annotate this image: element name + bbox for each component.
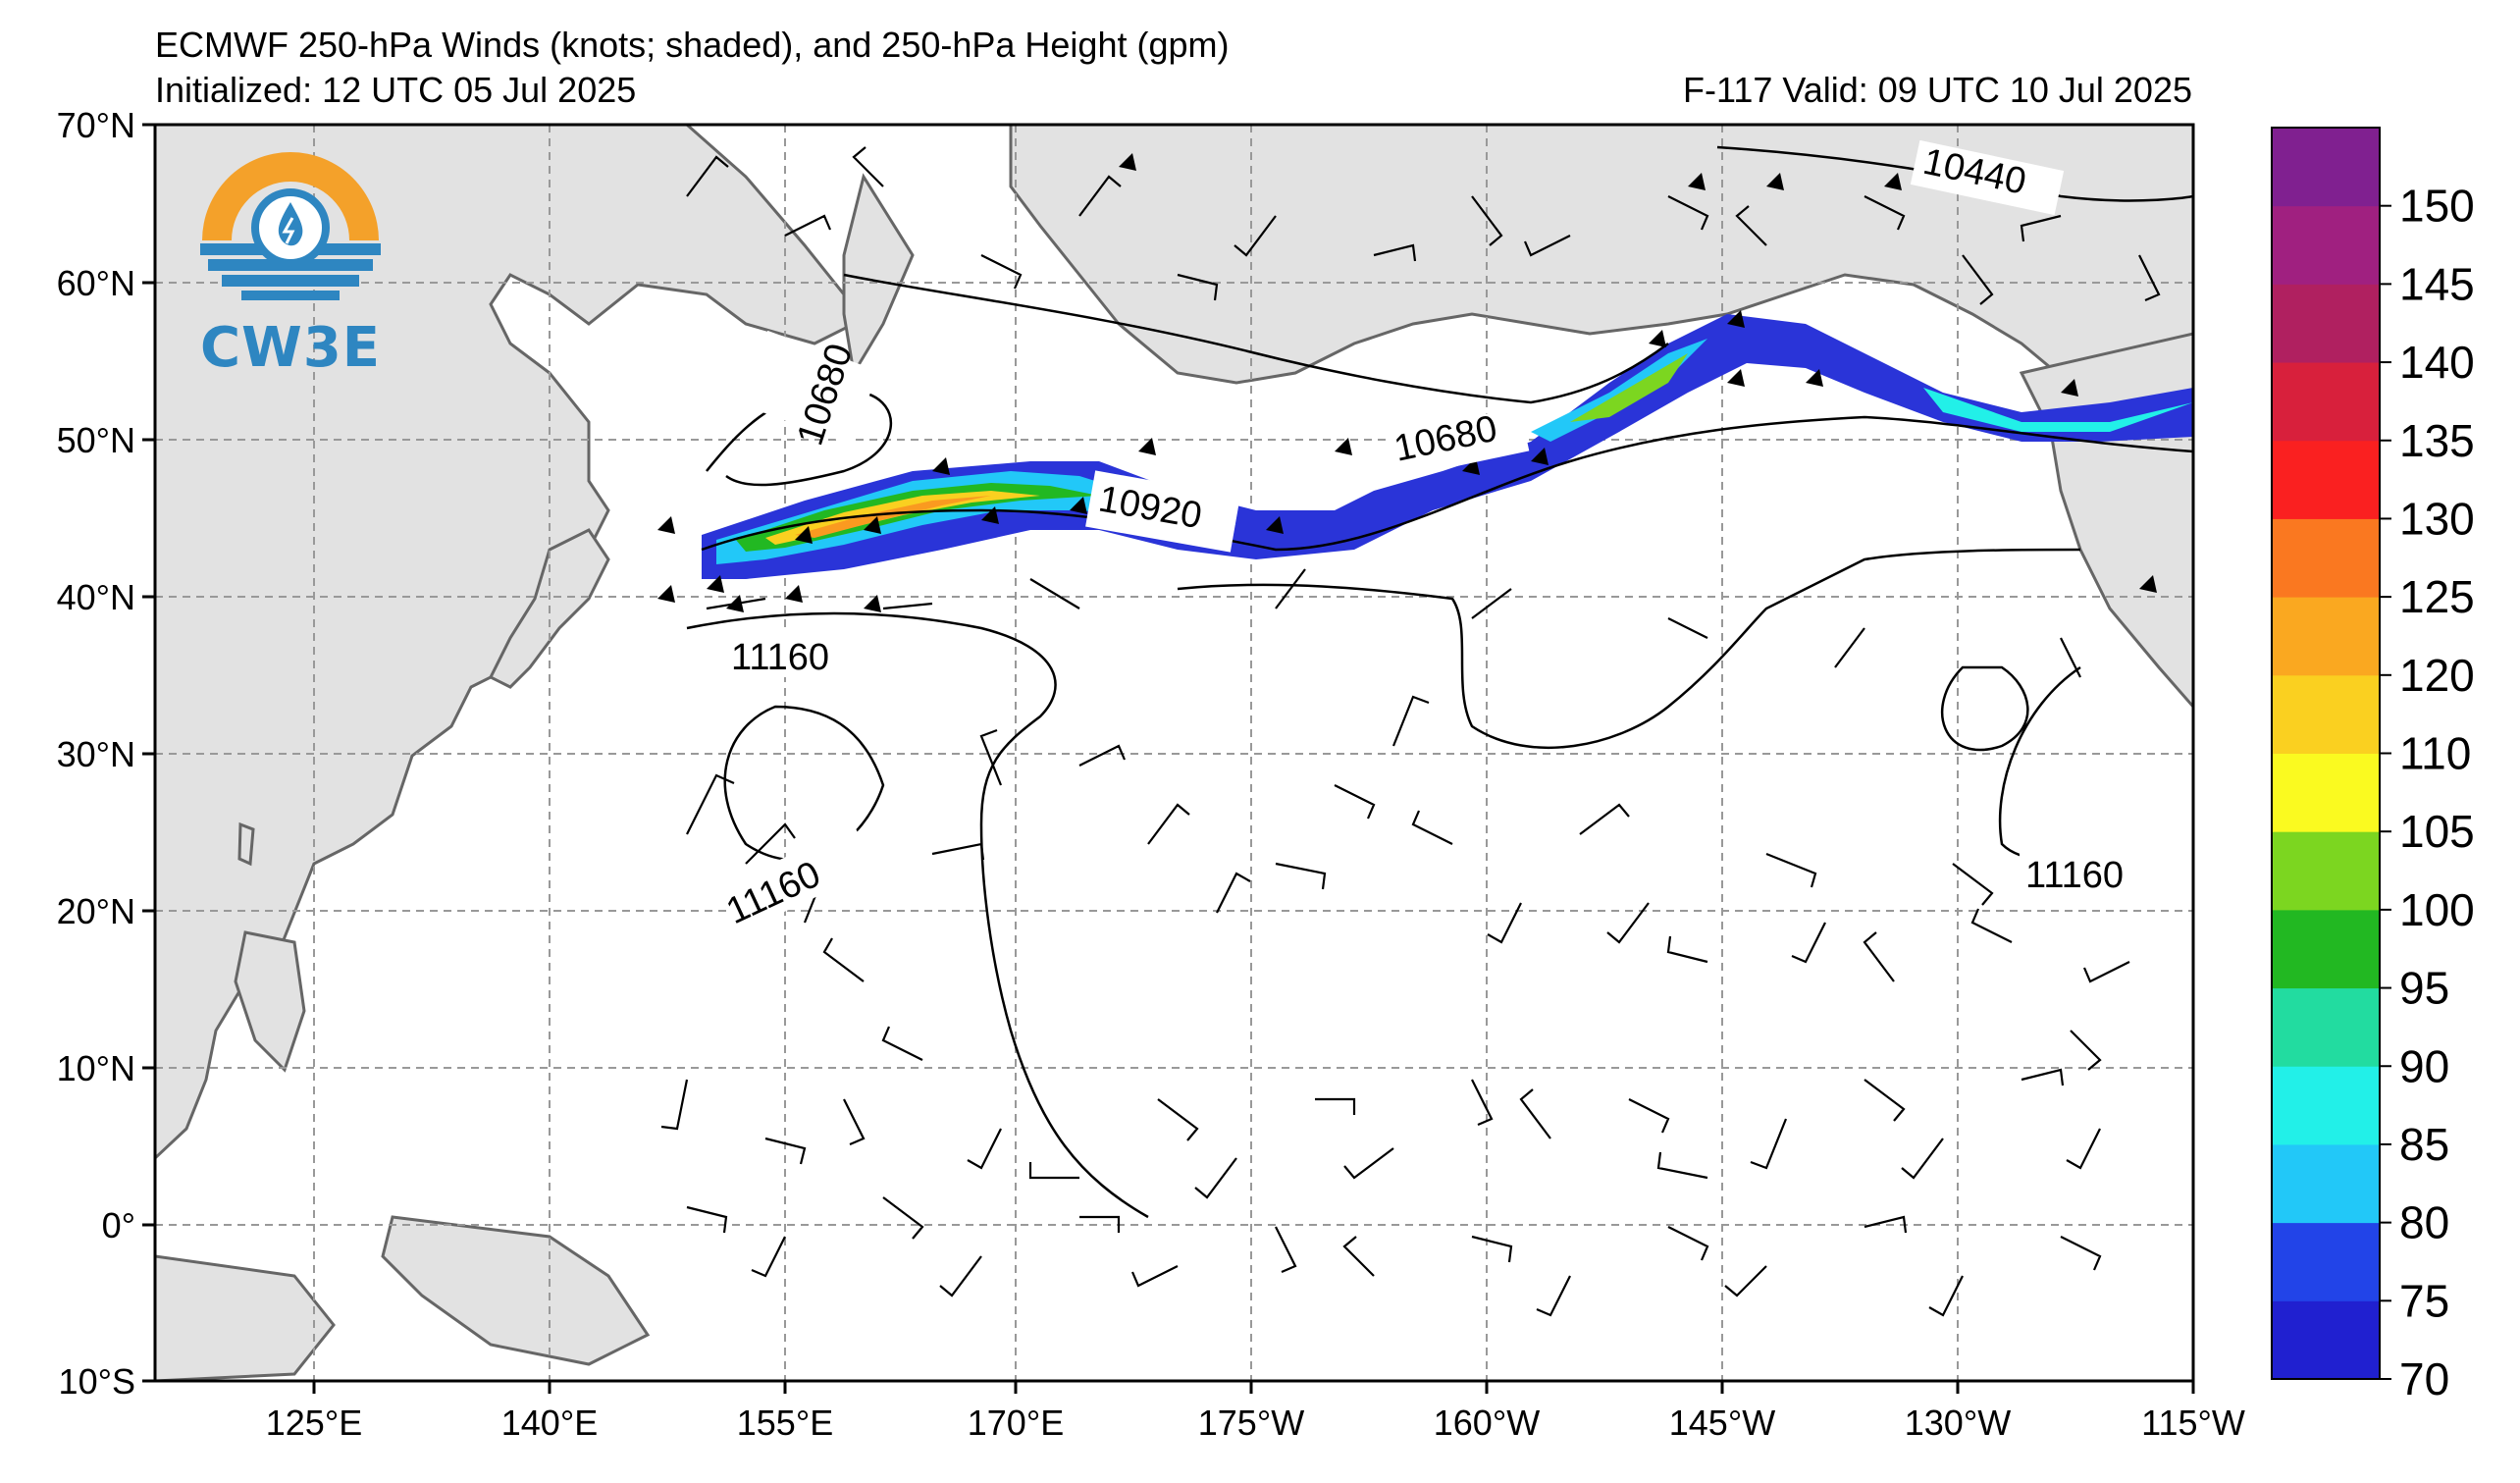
lon-tick-label: 125°E <box>266 1403 362 1443</box>
axis-ticks <box>142 123 2195 1394</box>
lat-tick-label: 40°N <box>57 577 135 617</box>
contour-10920 <box>701 415 2193 552</box>
colorbar-swatch <box>2272 362 2380 442</box>
colorbar-swatch <box>2272 440 2380 519</box>
colorbar-tick-label: 70 <box>2399 1353 2449 1404</box>
colorbar-swatch <box>2272 284 2380 363</box>
contour-label: 11160 <box>2025 855 2124 896</box>
colorbar-swatch <box>2272 1222 2380 1301</box>
philippines <box>234 930 306 1073</box>
cw3e-logo-emblem <box>200 152 381 300</box>
colorbar-tick-label: 125 <box>2399 571 2475 622</box>
colorbar-tick-label: 150 <box>2399 181 2475 232</box>
contour-label: 11160 <box>731 637 829 678</box>
contour-11160 <box>686 548 2121 1219</box>
colorbar-tick-label: 145 <box>2399 258 2475 309</box>
colorbar-swatch <box>2272 1143 2380 1224</box>
colorbar-swatch <box>2272 987 2380 1067</box>
colorbar-swatch <box>2272 128 2380 207</box>
colorbar-tick-label: 100 <box>2399 884 2475 935</box>
colorbar-tick-label: 130 <box>2399 493 2475 544</box>
colorbar-swatch <box>2272 1066 2380 1145</box>
colorbar: 70 75 80 85 90 95 100 105 110 120 125 130 135 140 145 1… <box>2271 127 2475 1404</box>
lon-tick-label: 115°W <box>2141 1403 2245 1443</box>
taiwan <box>237 821 255 867</box>
colorbar-tick-label: 110 <box>2399 728 2471 779</box>
lon-tick-label: 175°W <box>1198 1403 1304 1443</box>
valid-time: F-117 Valid: 09 UTC 10 Jul 2025 <box>1683 70 2192 110</box>
colorbar-swatch <box>2272 205 2380 285</box>
colorbar-tick-label: 135 <box>2399 415 2475 466</box>
colorbar-swatch <box>2272 753 2380 832</box>
colorbar-swatch <box>2272 909 2380 989</box>
contour-10680 <box>706 273 1669 487</box>
colorbar-tick-label: 95 <box>2399 963 2449 1014</box>
cw3e-logo-text: CW3E <box>199 316 382 380</box>
colorbar-swatch <box>2272 518 2380 598</box>
wind-barbs <box>660 146 2161 1317</box>
colorbar-swatch <box>2272 831 2380 911</box>
cw3e-logo: CW3E <box>173 137 408 383</box>
colorbar-tick-label: 85 <box>2399 1119 2449 1170</box>
lat-tick-label: 20°N <box>57 891 135 931</box>
lat-tick-label: 30°N <box>57 734 135 774</box>
lat-tick-label: 10°N <box>57 1048 135 1088</box>
colorbar-tick-label: 105 <box>2399 806 2475 857</box>
new-guinea <box>381 1215 651 1366</box>
lat-tick-label: 50°N <box>57 420 135 460</box>
colorbar-swatch <box>2272 1300 2380 1380</box>
colorbar-tick-label: 90 <box>2399 1040 2449 1091</box>
lon-tick-label: 155°E <box>737 1403 833 1443</box>
lon-tick-label: 130°W <box>1905 1403 2011 1443</box>
colorbar-swatch <box>2272 674 2380 754</box>
lat-tick-label: 0° <box>102 1205 135 1245</box>
lon-tick-label: 140°E <box>501 1403 598 1443</box>
colorbar-tick-label: 80 <box>2399 1197 2449 1248</box>
init-time: Initialized: 12 UTC 05 Jul 2025 <box>155 70 637 110</box>
colorbar-swatch <box>2272 597 2380 676</box>
lat-tick-label: 60°N <box>57 263 135 303</box>
colorbar-tick-label: 75 <box>2399 1275 2449 1326</box>
lon-tick-label: 160°W <box>1434 1403 1540 1443</box>
figure-title: ECMWF 250-hPa Winds (knots; shaded), and… <box>155 25 1230 65</box>
lon-tick-label: 145°W <box>1669 1403 1775 1443</box>
lon-tick-label: 170°E <box>968 1403 1064 1443</box>
colorbar-tick-label: 140 <box>2399 337 2475 388</box>
colorbar-tick-label: 120 <box>2399 650 2475 701</box>
lat-tick-label: 70°N <box>57 105 135 145</box>
contour-label-backgrounds <box>720 139 2167 932</box>
lat-tick-label: 10°S <box>59 1361 135 1402</box>
